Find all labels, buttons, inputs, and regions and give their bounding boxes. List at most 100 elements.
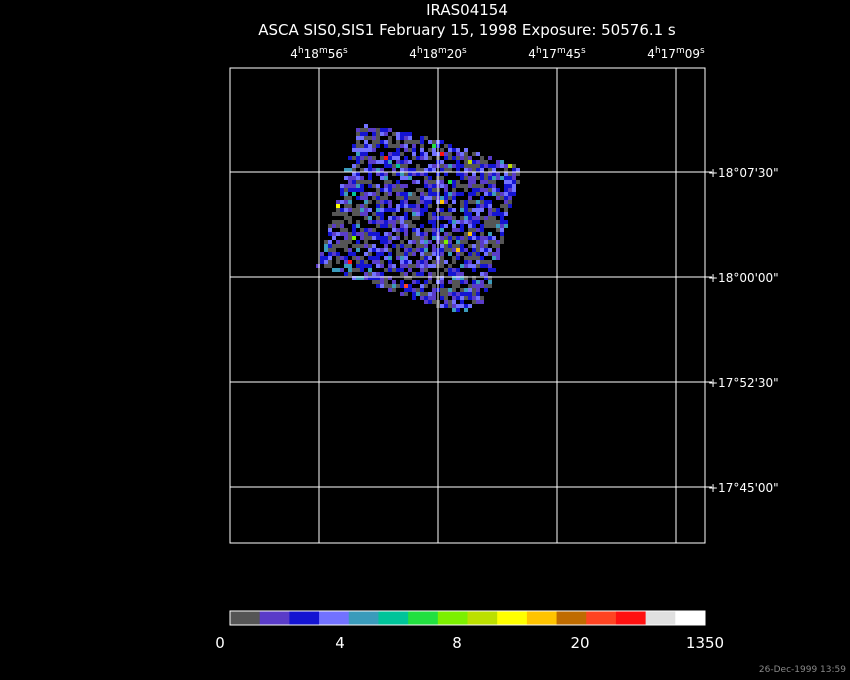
pixel bbox=[464, 220, 468, 224]
pixel bbox=[448, 304, 452, 308]
pixel bbox=[488, 172, 492, 176]
pixel bbox=[512, 180, 516, 184]
pixel bbox=[492, 252, 496, 256]
pixel bbox=[456, 268, 460, 272]
pixel bbox=[388, 136, 392, 140]
pixel bbox=[468, 216, 472, 220]
pixel bbox=[460, 224, 464, 228]
pixel bbox=[432, 148, 436, 152]
pixel bbox=[368, 168, 372, 172]
pixel bbox=[476, 280, 480, 284]
pixel bbox=[352, 156, 356, 160]
pixel bbox=[444, 260, 448, 264]
pixel bbox=[400, 136, 404, 140]
pixel bbox=[400, 240, 404, 244]
pixel bbox=[380, 216, 384, 220]
pixel bbox=[412, 252, 416, 256]
pixel bbox=[456, 156, 460, 160]
pixel bbox=[452, 220, 456, 224]
pixel bbox=[396, 132, 400, 136]
colorbar-label: 1350 bbox=[686, 634, 724, 652]
pixel bbox=[356, 176, 360, 180]
pixel bbox=[496, 176, 500, 180]
pixel bbox=[384, 164, 388, 168]
pixel bbox=[404, 264, 408, 268]
pixel bbox=[456, 276, 460, 280]
pixel bbox=[360, 192, 364, 196]
pixel bbox=[380, 224, 384, 228]
pixel bbox=[456, 228, 460, 232]
pixel bbox=[492, 208, 496, 212]
pixel bbox=[360, 268, 364, 272]
pixel bbox=[356, 156, 360, 160]
pixel bbox=[448, 300, 452, 304]
pixel bbox=[488, 236, 492, 240]
pixel bbox=[452, 244, 456, 248]
pixel bbox=[352, 256, 356, 260]
pixel bbox=[368, 252, 372, 256]
pixel bbox=[404, 192, 408, 196]
pixel bbox=[432, 140, 436, 144]
pixel bbox=[392, 220, 396, 224]
pixel bbox=[512, 168, 516, 172]
pixel bbox=[428, 196, 432, 200]
pixel bbox=[400, 160, 404, 164]
pixel bbox=[372, 212, 376, 216]
pixel bbox=[444, 224, 448, 228]
pixel bbox=[468, 160, 472, 164]
pixel bbox=[344, 188, 348, 192]
pixel bbox=[472, 216, 476, 220]
colorbar-label: 4 bbox=[335, 634, 345, 652]
pixel bbox=[384, 244, 388, 248]
pixel bbox=[480, 232, 484, 236]
pixel bbox=[364, 204, 368, 208]
pixel bbox=[444, 212, 448, 216]
pixel bbox=[384, 192, 388, 196]
timestamp: 26-Dec-1999 13:59 bbox=[759, 665, 846, 675]
pixel bbox=[484, 176, 488, 180]
pixel bbox=[328, 252, 332, 256]
colorbar-label: 0 bbox=[215, 634, 225, 652]
pixel bbox=[356, 260, 360, 264]
pixel bbox=[408, 196, 412, 200]
pixel bbox=[340, 244, 344, 248]
pixel bbox=[364, 192, 368, 196]
pixel bbox=[464, 292, 468, 296]
pixel bbox=[472, 184, 476, 188]
pixel bbox=[448, 272, 452, 276]
pixel bbox=[448, 144, 452, 148]
pixel bbox=[440, 224, 444, 228]
pixel bbox=[368, 156, 372, 160]
pixel bbox=[336, 256, 340, 260]
pixel bbox=[408, 204, 412, 208]
pixel bbox=[444, 184, 448, 188]
pixel bbox=[400, 152, 404, 156]
pixel bbox=[468, 228, 472, 232]
pixel bbox=[496, 212, 500, 216]
pixel bbox=[468, 224, 472, 228]
pixel bbox=[440, 180, 444, 184]
pixel bbox=[408, 284, 412, 288]
pixel bbox=[356, 172, 360, 176]
pixel bbox=[332, 232, 336, 236]
pixel bbox=[492, 164, 496, 168]
pixel bbox=[432, 212, 436, 216]
pixel bbox=[420, 224, 424, 228]
pixel bbox=[380, 200, 384, 204]
pixel bbox=[456, 252, 460, 256]
pixel bbox=[456, 184, 460, 188]
pixel bbox=[388, 260, 392, 264]
ra-value: 4 bbox=[290, 47, 298, 61]
pixel bbox=[372, 132, 376, 136]
pixel bbox=[432, 260, 436, 264]
pixel bbox=[460, 296, 464, 300]
pixel bbox=[440, 260, 444, 264]
pixel bbox=[416, 240, 420, 244]
pixel bbox=[404, 196, 408, 200]
pixel bbox=[344, 248, 348, 252]
pixel bbox=[368, 148, 372, 152]
pixel bbox=[472, 276, 476, 280]
pixel bbox=[404, 244, 408, 248]
pixel bbox=[428, 272, 432, 276]
colorbar-label: 8 bbox=[452, 634, 462, 652]
